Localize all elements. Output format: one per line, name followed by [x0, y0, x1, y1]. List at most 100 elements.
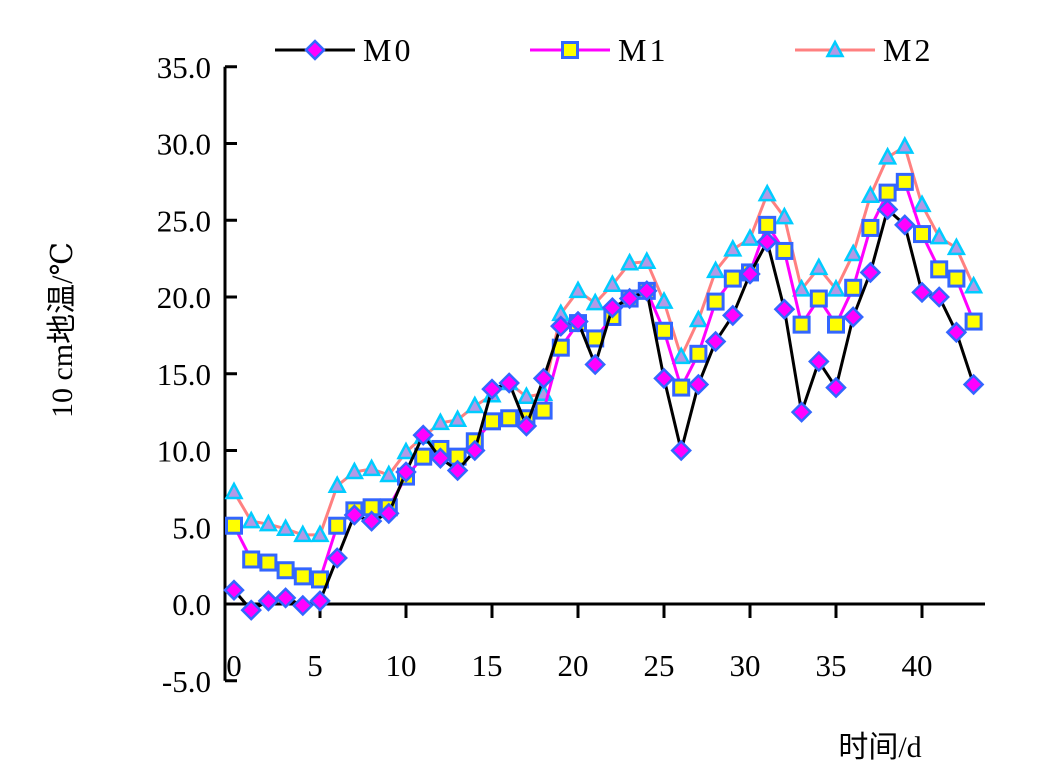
data-point-m1 — [809, 289, 828, 308]
data-point-m0 — [756, 230, 778, 253]
y-axis-label: 10 cm地温/℃ — [46, 242, 79, 418]
data-point-m1 — [500, 409, 519, 428]
data-point-m1 — [861, 218, 880, 237]
data-point-m0 — [532, 367, 555, 390]
y-tick-label: 5.0 — [172, 510, 211, 545]
legend-label: M0 — [363, 32, 413, 68]
legend-marker — [304, 39, 326, 61]
series-m1 — [225, 172, 983, 589]
legend-label: M1 — [618, 32, 668, 68]
data-point-m1 — [706, 292, 725, 311]
data-point-m0 — [309, 590, 331, 612]
data-point-m1 — [414, 447, 433, 466]
data-point-m0 — [223, 579, 245, 601]
data-point-m2 — [516, 386, 536, 405]
y-tick-label: 35.0 — [157, 50, 211, 85]
data-point-m0 — [859, 261, 882, 284]
data-point-m0 — [429, 447, 452, 469]
y-tick-label: 0.0 — [172, 587, 211, 622]
data-point-m0 — [722, 304, 744, 327]
data-point-m1 — [775, 241, 794, 260]
data-point-m0 — [825, 376, 847, 399]
data-point-m1 — [964, 312, 983, 331]
data-point-m0 — [928, 286, 950, 308]
data-point-m1 — [895, 172, 914, 191]
data-point-m2 — [224, 481, 244, 500]
data-point-m0 — [498, 372, 520, 394]
data-point-m1 — [225, 516, 243, 535]
data-point-m0 — [653, 367, 675, 390]
x-tick-label: 5 — [307, 648, 323, 683]
data-point-m0 — [274, 587, 297, 609]
data-point-m2 — [740, 228, 760, 246]
data-point-m1 — [259, 553, 278, 572]
data-point-m2 — [310, 524, 330, 543]
data-point-m0 — [395, 461, 417, 483]
data-point-m2 — [706, 260, 726, 279]
data-point-m0 — [687, 373, 710, 396]
data-point-m2 — [568, 280, 588, 299]
data-point-m2 — [465, 395, 485, 414]
series-layer — [223, 135, 985, 621]
legend-marker — [561, 41, 579, 59]
series-m2 — [224, 135, 984, 543]
data-point-m2 — [258, 513, 278, 532]
data-point-m2 — [723, 238, 743, 257]
data-point-m0 — [911, 281, 933, 304]
data-point-m2 — [602, 274, 622, 292]
data-point-m2 — [912, 194, 932, 213]
data-point-m2 — [362, 458, 382, 477]
data-point-m2 — [430, 412, 450, 431]
data-point-m0 — [842, 306, 864, 328]
data-point-m0 — [515, 415, 538, 437]
data-point-m1 — [483, 412, 501, 431]
data-point-m2 — [964, 275, 984, 294]
data-point-m1 — [723, 269, 742, 288]
data-point-m1 — [672, 378, 691, 397]
data-point-m1 — [947, 269, 966, 288]
data-point-m2 — [396, 441, 416, 460]
data-point-m2 — [792, 278, 812, 297]
data-point-m2 — [637, 251, 657, 269]
data-point-m2 — [293, 524, 313, 543]
data-point-m0 — [894, 214, 916, 236]
legend-item-m0: M0 — [275, 32, 413, 68]
data-point-m0 — [481, 378, 503, 400]
data-point-m2 — [654, 290, 674, 309]
data-point-m2 — [895, 135, 915, 154]
x-axis-label: 时间/d — [838, 731, 921, 764]
data-point-m0 — [446, 459, 469, 482]
data-point-m0 — [636, 280, 658, 302]
data-point-m1 — [913, 225, 931, 244]
legend-label: M2 — [883, 32, 933, 68]
data-point-m0 — [773, 298, 796, 321]
data-point-m0 — [790, 401, 813, 423]
data-point-m1 — [792, 315, 811, 334]
data-point-m1 — [276, 561, 295, 580]
data-point-m1 — [758, 215, 777, 234]
data-point-m2 — [620, 252, 640, 271]
data-point-m1 — [242, 550, 261, 569]
series-m0 — [223, 198, 985, 621]
data-point-m2 — [860, 185, 880, 203]
x-tick-label: 10 — [386, 648, 417, 683]
y-tick-label: 25.0 — [157, 203, 211, 238]
data-point-m0 — [550, 315, 572, 337]
data-point-m2 — [809, 257, 829, 276]
y-tick-label: 10.0 — [157, 434, 211, 469]
x-tick-label: 25 — [644, 648, 675, 683]
data-point-m2 — [448, 409, 468, 428]
data-point-m0 — [464, 439, 486, 462]
data-point-m1 — [534, 401, 553, 420]
x-tick-label: 30 — [730, 648, 761, 683]
data-point-m0 — [257, 590, 280, 612]
data-point-m0 — [739, 263, 761, 285]
data-point-m0 — [601, 296, 624, 319]
data-point-m2 — [946, 237, 966, 256]
data-point-m0 — [876, 198, 899, 221]
data-point-m2 — [688, 309, 708, 328]
data-point-m2 — [843, 243, 863, 262]
data-point-m0 — [567, 310, 589, 333]
legend: M0 M1 M2 — [275, 32, 933, 68]
data-point-m2 — [757, 183, 777, 202]
